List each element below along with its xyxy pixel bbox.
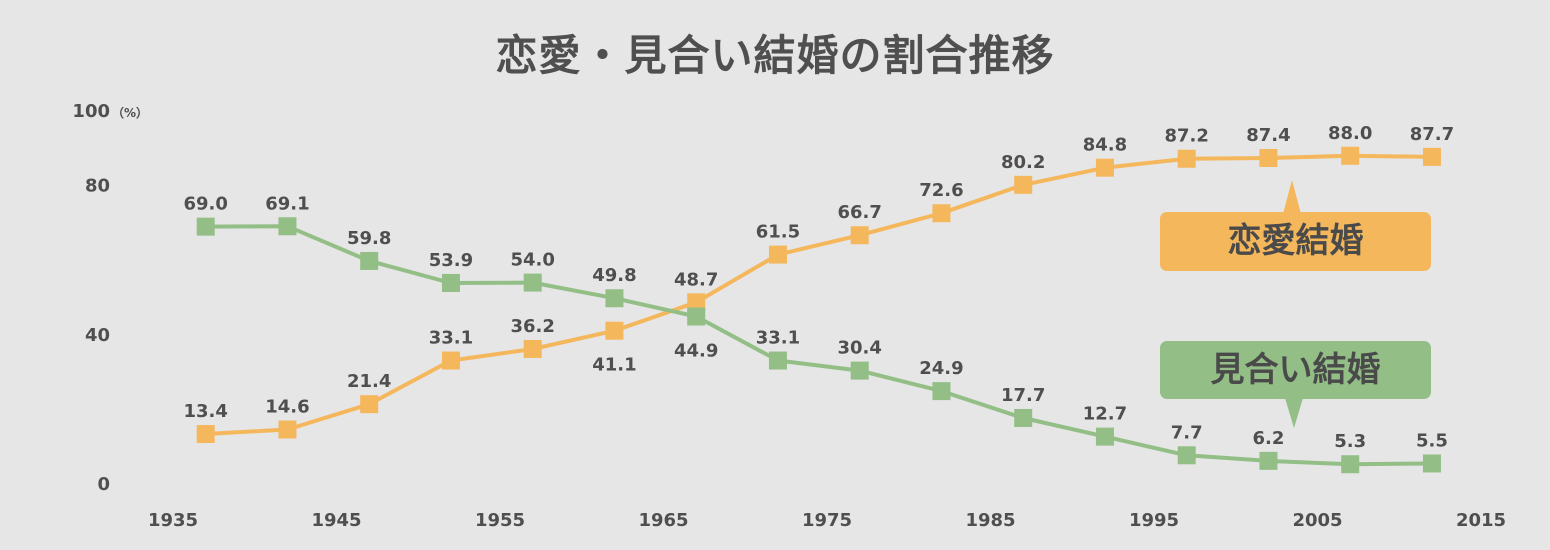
arranged-marriage-point-1967: [687, 307, 706, 326]
arranged-marriage-label-2007: 5.3: [1334, 431, 1366, 452]
arranged-marriage-label-2002: 6.2: [1253, 428, 1285, 449]
x-tick-label-1935: 1935: [148, 510, 198, 531]
arranged-marriage-label-1947: 59.8: [347, 228, 391, 249]
arranged-marriage-line: [205, 224, 1433, 467]
x-tick-label-2005: 2005: [1292, 510, 1342, 531]
x-tick-label-2015: 2015: [1456, 510, 1506, 531]
arranged-marriage-label-1962: 49.8: [592, 265, 636, 286]
legend-arranged-pointer: [1285, 398, 1303, 428]
arranged-marriage-point-1972: [768, 351, 787, 370]
arranged-marriage-label-1987: 17.7: [1001, 385, 1045, 406]
x-tick-label-1975: 1975: [802, 510, 852, 531]
arranged-marriage-label-1952: 53.9: [429, 250, 473, 271]
arranged-marriage-point-1952: [441, 273, 460, 292]
chart-title: 恋愛・見合い結婚の割合推移: [495, 31, 1055, 80]
love-marriage-point-1952: [441, 351, 460, 370]
x-tick-label-1965: 1965: [638, 510, 688, 531]
legend-love-marriage: 恋愛結婚: [1160, 212, 1431, 271]
legend-love-pointer: [1283, 180, 1301, 214]
love-marriage-point-2007: [1341, 146, 1360, 165]
love-marriage-label-1942: 14.6: [265, 397, 309, 418]
love-marriage-label-1952: 33.1: [429, 328, 473, 349]
arranged-marriage-point-1957: [523, 273, 542, 292]
y-tick-label-0: 0: [97, 474, 110, 495]
love-marriage-label-2007: 88.0: [1328, 123, 1372, 144]
love-marriage-label-1982: 72.6: [919, 180, 963, 201]
arranged-marriage-point-1982: [932, 382, 951, 401]
love-marriage-label-1972: 61.5: [756, 222, 800, 243]
arranged-marriage-label-1942: 69.1: [265, 193, 309, 214]
love-marriage-label-2012: 87.7: [1410, 124, 1454, 145]
love-marriage-label-1937: 13.4: [183, 401, 227, 422]
love-marriage-line: [205, 153, 1433, 436]
arranged-marriage-point-1977: [850, 361, 869, 380]
love-marriage-point-1987: [1014, 175, 1033, 194]
love-marriage-point-1962: [605, 321, 624, 340]
love-marriage-point-1947: [360, 395, 379, 414]
y-tick-label-40: 40: [85, 325, 110, 346]
love-marriage-point-1942: [278, 420, 297, 439]
arranged-marriage-label-1957: 54.0: [510, 250, 554, 271]
love-marriage-label-1967: 48.7: [674, 269, 718, 290]
love-marriage-point-1997: [1177, 149, 1196, 168]
love-marriage-point-1937: [196, 425, 215, 444]
arranged-marriage-point-2012: [1422, 454, 1441, 473]
legend-arranged-marriage: 見合い結婚: [1160, 341, 1431, 399]
love-marriage-label-1947: 21.4: [347, 371, 391, 392]
arranged-marriage-point-1962: [605, 289, 624, 308]
arranged-marriage-point-2007: [1341, 455, 1360, 474]
arranged-marriage-label-1992: 12.7: [1083, 404, 1127, 425]
love-marriage-point-1982: [932, 204, 951, 223]
love-marriage-label-1992: 84.8: [1083, 135, 1127, 156]
y-tick-label-100: 100: [72, 101, 110, 122]
love-marriage-point-1967: [687, 293, 706, 312]
love-marriage-label-1977: 66.7: [837, 202, 881, 223]
y-tick-label-80: 80: [85, 176, 110, 197]
love-marriage-label-1997: 87.2: [1164, 126, 1208, 147]
love-marriage-label-1957: 36.2: [510, 316, 554, 337]
arranged-marriage-point-1997: [1177, 446, 1196, 465]
love-marriage-point-1972: [768, 245, 787, 264]
love-marriage-label-1962: 41.1: [592, 355, 636, 376]
love-marriage-label-1987: 80.2: [1001, 152, 1045, 173]
arranged-marriage-label-1967: 44.9: [674, 341, 718, 362]
love-marriage-point-1977: [850, 226, 869, 245]
arranged-marriage-label-1982: 24.9: [919, 358, 963, 379]
arranged-marriage-point-2002: [1259, 451, 1278, 470]
x-tick-label-1945: 1945: [311, 510, 361, 531]
x-tick-label-1985: 1985: [965, 510, 1015, 531]
y-unit-label: （%）: [112, 105, 148, 120]
arranged-marriage-point-1987: [1014, 408, 1033, 427]
arranged-marriage-point-1937: [196, 217, 215, 236]
arranged-marriage-label-1977: 30.4: [837, 338, 881, 359]
arranged-marriage-label-1997: 7.7: [1171, 422, 1203, 443]
arranged-marriage-label-2012: 5.5: [1416, 430, 1448, 451]
love-marriage-label-2002: 87.4: [1246, 125, 1290, 146]
arranged-marriage-label-1937: 69.0: [183, 194, 227, 215]
arranged-marriage-label-1972: 33.1: [756, 328, 800, 349]
x-tick-label-1995: 1995: [1129, 510, 1179, 531]
arranged-marriage-point-1992: [1095, 427, 1114, 446]
x-tick-label-1955: 1955: [475, 510, 525, 531]
love-marriage-point-2002: [1259, 148, 1278, 167]
love-marriage-point-1992: [1095, 158, 1114, 177]
arranged-marriage-point-1942: [278, 217, 297, 236]
love-marriage-point-1957: [523, 339, 542, 358]
love-marriage-point-2012: [1422, 147, 1441, 166]
arranged-marriage-point-1947: [360, 251, 379, 270]
